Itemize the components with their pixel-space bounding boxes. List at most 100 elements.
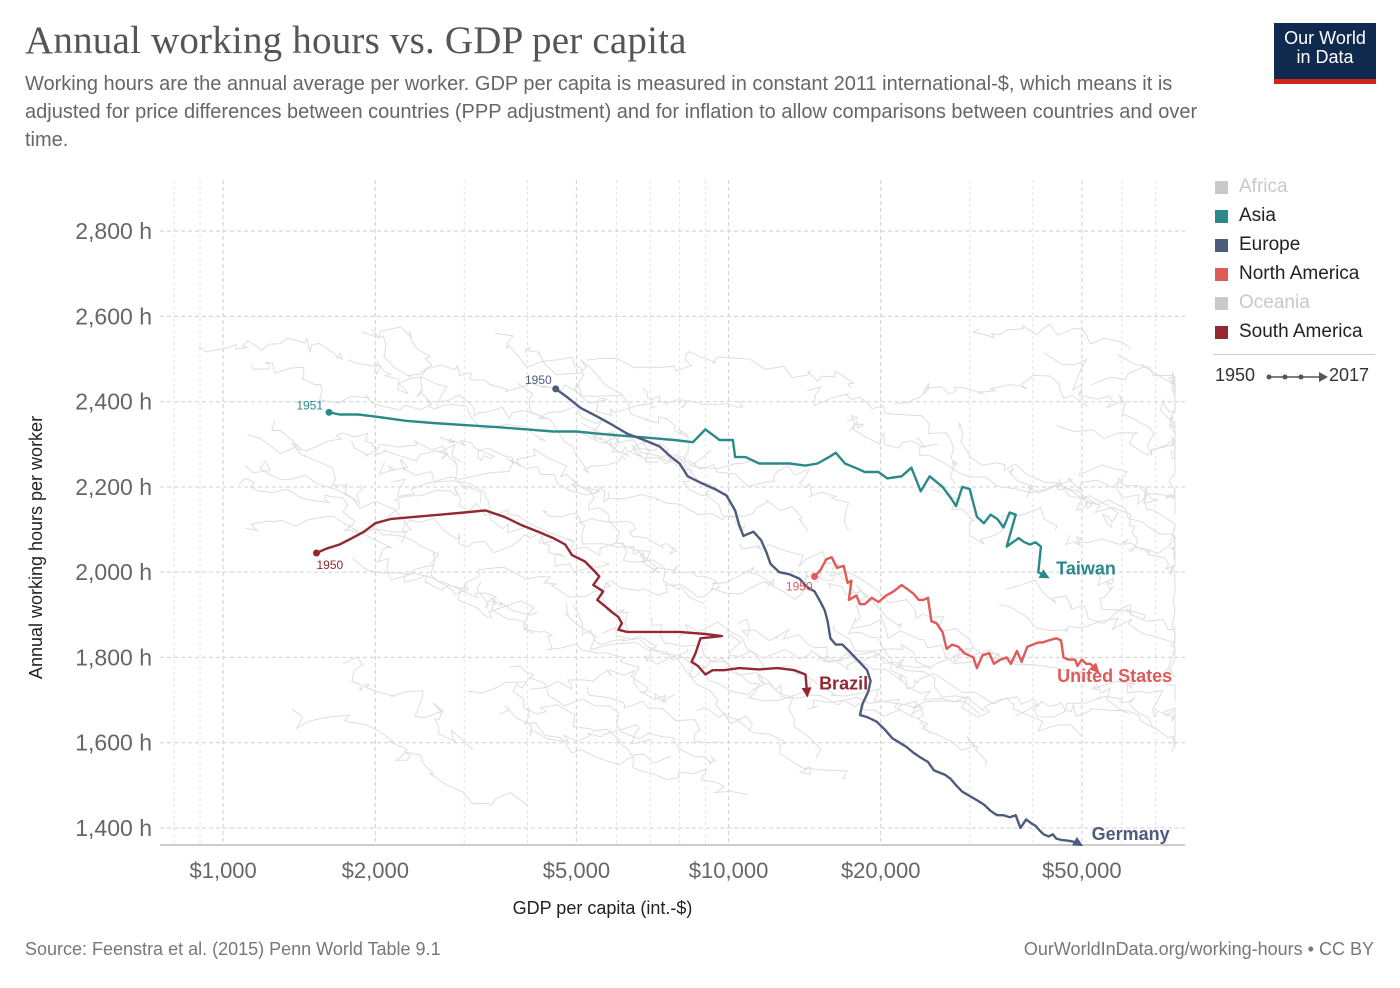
legend-swatch (1215, 181, 1228, 194)
highlighted-series: 1951 Taiwan 1950 Germany 1950 United States 19… (296, 373, 1172, 847)
legend-label: Oceania (1239, 292, 1310, 313)
series-end-label: Brazil (819, 674, 868, 694)
background-trajectory (1008, 466, 1176, 543)
series-start-label: 1950 (786, 579, 813, 593)
owid-logo[interactable]: Our World in Data (1274, 23, 1376, 84)
y-tick-label: 2,200 h (75, 474, 152, 500)
background-trajectory (610, 571, 902, 629)
background-trajectory (972, 323, 1132, 350)
background-trajectory (198, 337, 343, 361)
series-end-arrow (801, 687, 812, 698)
background-trajectory (347, 359, 448, 408)
background-trajectory (529, 669, 675, 703)
legend-label: Asia (1239, 205, 1276, 226)
series-start-point (325, 408, 333, 416)
grid-layer (160, 180, 1185, 846)
background-trajectory (601, 626, 753, 732)
background-trajectory (371, 328, 626, 474)
background-trajectory (439, 437, 597, 496)
background-trajectory (494, 332, 657, 417)
legend: Africa Asia Europe North America Oceania Sout… (1213, 175, 1383, 389)
source-note: Source: Feenstra et al. (2015) Penn Worl… (25, 939, 441, 959)
background-trajectory (739, 544, 1038, 666)
legend-item-africa[interactable]: Africa (1213, 175, 1383, 204)
background-trajectory (832, 624, 1154, 728)
y-tick-label: 2,800 h (75, 218, 152, 244)
background-trajectory (244, 460, 560, 554)
legend-item-oceania[interactable]: Oceania (1213, 291, 1383, 320)
legend-label: North America (1239, 263, 1360, 284)
series-end-label: United States (1057, 666, 1172, 686)
background-trajectory (570, 480, 809, 532)
series-line-germany (554, 387, 1081, 846)
background-trajectory (291, 708, 527, 807)
background-trajectory (817, 649, 1130, 714)
background-trajectory (1095, 569, 1146, 621)
y-tick-label: 2,400 h (75, 389, 152, 415)
background-trajectory (523, 706, 748, 795)
background-trajectory (371, 525, 539, 616)
y-tick-label: 1,400 h (75, 815, 152, 841)
legend-label: South America (1239, 321, 1363, 342)
y-tick-label: 1,800 h (75, 644, 152, 670)
timeline-key: 1950 2017 (1213, 365, 1383, 389)
series-start-point (552, 385, 560, 393)
legend-swatch (1215, 268, 1228, 281)
background-trajectory (932, 488, 1058, 545)
timeline-end: 2017 (1329, 365, 1370, 385)
legend-label: Europe (1239, 234, 1301, 255)
series-line-brazil (316, 509, 809, 694)
legend-item-europe[interactable]: Europe (1213, 233, 1383, 262)
background-trajectory (806, 386, 959, 485)
background-trajectory (894, 374, 1089, 407)
background-trajectory (632, 440, 850, 531)
background-trajectory (542, 510, 775, 591)
x-tick-label: $10,000 (689, 858, 769, 883)
legend-label: Africa (1239, 176, 1288, 197)
background-trajectory (999, 604, 1176, 702)
series-end-arrow (1071, 836, 1084, 847)
background-trajectory (403, 566, 630, 634)
timeline-start: 1950 (1215, 365, 1256, 385)
background-trajectory (362, 326, 623, 397)
series-line-united-states (813, 556, 1098, 672)
background-trajectory (351, 439, 482, 504)
chart-plot: 1951 Taiwan 1950 Germany 1950 United States 19… (26, 180, 1185, 918)
background-trajectory (827, 582, 1083, 737)
background-trajectory (245, 515, 439, 581)
background-trajectory (1014, 702, 1175, 739)
x-tick-label: $2,000 (342, 858, 409, 883)
background-trajectory (572, 604, 822, 759)
y-tick-label: 2,000 h (75, 559, 152, 585)
logo-line-1: Our World (1284, 28, 1366, 48)
credit-link[interactable]: OurWorldInData.org/working-hours • CC BY (1023, 939, 1374, 959)
chart-title: Annual working hours vs. GDP per capita (25, 19, 687, 62)
background-trajectory (564, 602, 688, 665)
background-trajectory (689, 657, 931, 734)
series-end-label: Germany (1092, 824, 1170, 844)
background-trajectory (386, 487, 659, 574)
series-end-arrow (1088, 662, 1100, 674)
x-tick-label: $1,000 (189, 858, 256, 883)
legend-item-north-america[interactable]: North America (1213, 262, 1383, 291)
background-trajectory (378, 458, 512, 483)
background-trajectory (726, 630, 981, 715)
background-trajectory (271, 419, 462, 463)
chart-subtitle: Working hours are the annual average per… (25, 73, 1198, 151)
background-trajectory (524, 345, 747, 532)
background-trajectory (467, 681, 672, 764)
legend-swatch (1215, 326, 1228, 339)
background-trajectory (238, 477, 407, 544)
series-start-point (811, 572, 819, 580)
legend-swatch (1215, 239, 1228, 252)
series-end-label: Taiwan (1056, 558, 1116, 578)
background-trajectory (1079, 464, 1176, 515)
legend-item-asia[interactable]: Asia (1213, 204, 1383, 233)
background-trajectory (651, 617, 812, 702)
background-trajectory (1090, 677, 1176, 752)
background-trajectory (696, 707, 848, 780)
y-tick-label: 1,600 h (75, 730, 152, 756)
background-trajectory (342, 656, 474, 751)
legend-item-south-america[interactable]: South America (1213, 320, 1383, 349)
background-trajectory (1057, 478, 1176, 561)
